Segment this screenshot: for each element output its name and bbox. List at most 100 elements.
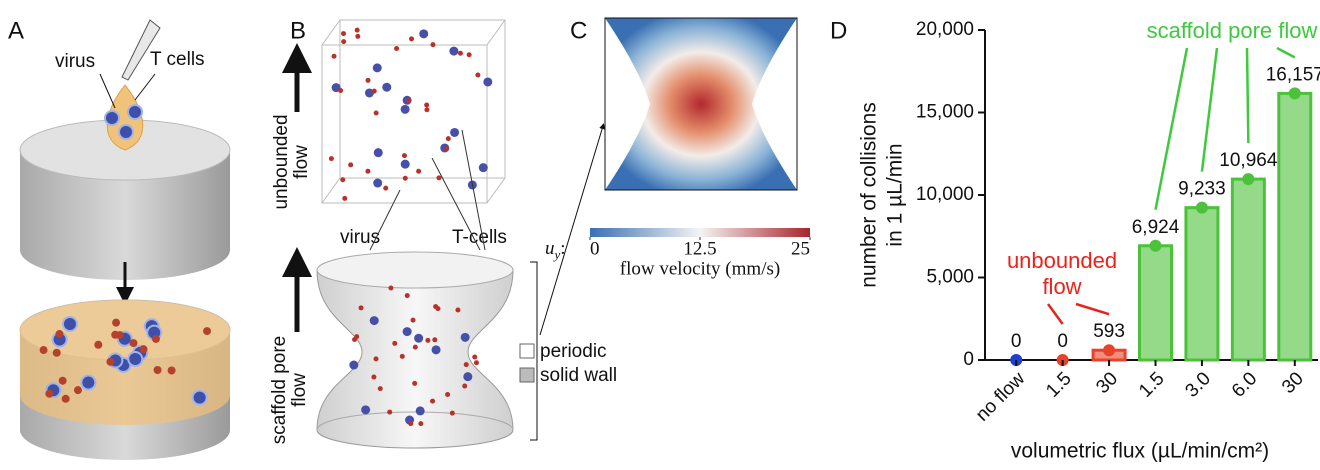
virus bbox=[416, 168, 422, 174]
virus bbox=[436, 175, 442, 181]
legend-swatch bbox=[519, 343, 535, 359]
t-cell bbox=[415, 406, 425, 416]
virus bbox=[203, 327, 212, 336]
virus bbox=[328, 156, 334, 162]
virus bbox=[432, 337, 438, 343]
virus bbox=[129, 339, 138, 348]
virus bbox=[430, 398, 436, 404]
virus bbox=[449, 410, 455, 416]
virus bbox=[401, 153, 407, 159]
virus bbox=[73, 386, 82, 395]
bar bbox=[1184, 206, 1220, 362]
t-cell bbox=[361, 405, 371, 415]
t-cell bbox=[118, 124, 134, 140]
virus bbox=[435, 306, 441, 312]
virus bbox=[52, 348, 61, 357]
virus bbox=[340, 31, 346, 37]
t-cell bbox=[61, 316, 78, 333]
pointer bbox=[539, 123, 606, 336]
t-cell bbox=[369, 316, 379, 326]
t-cell bbox=[400, 159, 410, 169]
virus bbox=[377, 386, 383, 392]
box bbox=[321, 19, 506, 204]
virus bbox=[61, 394, 70, 403]
virus bbox=[424, 107, 430, 113]
legend-swatch bbox=[519, 367, 535, 383]
virus bbox=[472, 354, 478, 360]
t-cell bbox=[463, 372, 473, 382]
virus bbox=[424, 102, 430, 108]
annotation-line bbox=[1046, 303, 1064, 325]
label: T cells bbox=[150, 49, 205, 70]
y-axis-label: in 1 µL/min bbox=[884, 143, 907, 246]
y-tick-label: 0 bbox=[963, 349, 974, 370]
virus bbox=[106, 357, 115, 366]
value-label: 6,924 bbox=[1132, 217, 1180, 238]
t-cell bbox=[419, 29, 429, 39]
virus bbox=[354, 27, 360, 33]
colorbar-label: flow velocity (mm/s) bbox=[620, 258, 780, 279]
t-cell bbox=[372, 63, 382, 73]
virus bbox=[94, 340, 103, 349]
virus bbox=[348, 162, 354, 168]
virus bbox=[404, 293, 410, 299]
virus bbox=[466, 52, 472, 58]
flow-label: scaffold pore bbox=[269, 336, 290, 444]
t-cell bbox=[382, 82, 392, 92]
scaffold-side bbox=[20, 150, 230, 280]
virus bbox=[341, 39, 347, 45]
virus bbox=[338, 87, 344, 93]
virus bbox=[115, 331, 124, 340]
virus bbox=[394, 46, 400, 52]
virus bbox=[58, 376, 67, 385]
virus bbox=[406, 97, 412, 103]
t-cell bbox=[364, 88, 374, 98]
x-tick-label: 3.0 bbox=[1181, 368, 1215, 402]
x-tick-label: 1.5 bbox=[1135, 368, 1169, 402]
virus bbox=[167, 366, 176, 375]
value-label: 593 bbox=[1093, 321, 1125, 342]
t-cell bbox=[127, 104, 143, 120]
colorbar-tick-label: 12.5 bbox=[683, 238, 716, 259]
annotation: flow bbox=[1042, 274, 1081, 299]
t-cell bbox=[483, 77, 493, 87]
y-axis-label: number of collisions bbox=[858, 102, 881, 288]
virus bbox=[412, 380, 418, 386]
flow-label: flow bbox=[289, 373, 310, 407]
panel-letter: C bbox=[570, 17, 587, 44]
pore-bottom bbox=[316, 411, 514, 431]
colorbar-symbol: uy: bbox=[545, 238, 566, 262]
x-tick-label: 30 bbox=[1092, 368, 1122, 398]
annotation: scaffold pore flow bbox=[1147, 18, 1318, 43]
panel-b: B unbounded flow virus T-cells scaffold … bbox=[269, 17, 617, 449]
wall bbox=[752, 18, 797, 190]
virus bbox=[445, 136, 451, 142]
virus bbox=[430, 42, 436, 48]
pointer bbox=[369, 189, 401, 251]
virus bbox=[409, 36, 415, 42]
virus bbox=[445, 392, 451, 398]
t-cell bbox=[104, 110, 120, 126]
pore-top bbox=[316, 251, 514, 289]
panel-letter: B bbox=[290, 17, 306, 44]
subscript: y bbox=[553, 247, 561, 262]
virus bbox=[151, 334, 160, 343]
virus bbox=[373, 110, 379, 116]
virus bbox=[392, 340, 398, 346]
pointer bbox=[431, 157, 481, 251]
panel-d: D 0 5,000 10,000 15,000 20,000 number of coll… bbox=[830, 17, 1320, 462]
virus bbox=[331, 53, 337, 59]
annotation-line bbox=[1200, 47, 1219, 172]
pore bbox=[316, 269, 514, 449]
virus bbox=[352, 336, 358, 342]
label: virus bbox=[340, 227, 380, 248]
t-cell bbox=[400, 104, 410, 114]
panel-letter: A bbox=[8, 17, 24, 44]
virus bbox=[365, 168, 371, 174]
virus bbox=[373, 356, 379, 362]
virus bbox=[457, 50, 463, 56]
virus bbox=[358, 305, 364, 311]
virus bbox=[463, 362, 469, 368]
virus bbox=[388, 285, 394, 291]
